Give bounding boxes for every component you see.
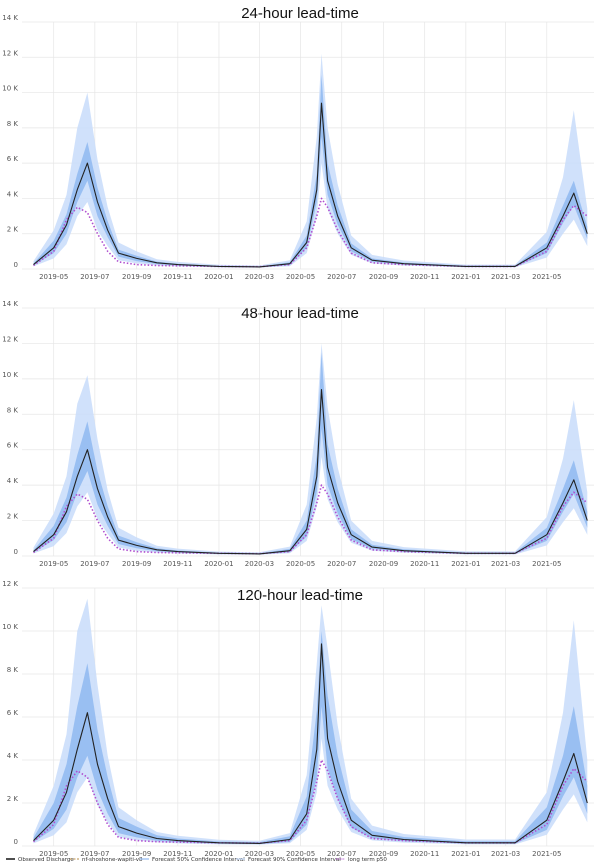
x-tick-label: 2019-05 bbox=[39, 560, 68, 568]
x-tick-label: 2021-05 bbox=[532, 850, 561, 858]
y-tick-label: 2 K bbox=[7, 513, 19, 521]
x-tick-label: 2021-03 bbox=[491, 560, 520, 568]
x-tick-label: 2020-09 bbox=[369, 850, 398, 858]
legend: Observed Discharge nf-shoshone-wapiti-v8 F… bbox=[6, 857, 387, 863]
y-tick-label: 8 K bbox=[7, 120, 19, 128]
x-tick-label: 2021-03 bbox=[491, 273, 520, 281]
observed-series-line bbox=[33, 643, 588, 844]
x-tick-label: 2020-11 bbox=[410, 850, 439, 858]
observed-series-line bbox=[33, 388, 588, 555]
x-tick-label: 2020-05 bbox=[286, 273, 315, 281]
chart-panel-3: 120-hour lead-time 0 2 K 4 K 6 K 8 K 10 K 12 K 2… bbox=[2, 580, 594, 858]
x-tick-label: 2020-01 bbox=[204, 560, 233, 568]
x-tick-label: 2020-03 bbox=[245, 560, 274, 568]
x-tick-label: 2020-11 bbox=[410, 273, 439, 281]
y-tick-label: 0 bbox=[14, 548, 18, 556]
x-tick-label: 2019-05 bbox=[39, 273, 68, 281]
x-tick-label: 2020-03 bbox=[245, 273, 274, 281]
legend-label: Forecast 90% Confidence Interval bbox=[248, 857, 341, 863]
x-tick-label: 2019-09 bbox=[122, 850, 151, 858]
chart-title: 24-hour lead-time bbox=[241, 5, 359, 22]
y-tick-label: 0 bbox=[14, 261, 18, 269]
ci50-band bbox=[33, 631, 588, 845]
x-tick-label: 2019-09 bbox=[122, 560, 151, 568]
y-tick-label: 10 K bbox=[2, 371, 18, 379]
x-tick-label: 2021-01 bbox=[451, 560, 480, 568]
x-tick-label: 2020-07 bbox=[327, 560, 356, 568]
legend-label: long term p50 bbox=[348, 857, 387, 863]
y-tick-label: 4 K bbox=[7, 477, 19, 485]
y-tick-label: 10 K bbox=[2, 85, 18, 93]
x-tick-label: 2020-07 bbox=[327, 273, 356, 281]
x-tick-label: 2021-01 bbox=[451, 850, 480, 858]
chart-title: 48-hour lead-time bbox=[241, 305, 359, 322]
x-tick-label: 2019-07 bbox=[80, 560, 109, 568]
x-tick-label: 2019-07 bbox=[80, 850, 109, 858]
x-tick-label: 2020-05 bbox=[286, 850, 315, 858]
x-tick-label: 2021-01 bbox=[451, 273, 480, 281]
y-tick-label: 6 K bbox=[7, 709, 19, 717]
legend-label: Observed Discharge bbox=[18, 857, 74, 863]
x-tick-label: 2019-11 bbox=[163, 850, 192, 858]
y-tick-label: 12 K bbox=[2, 580, 18, 588]
y-tick-label: 8 K bbox=[7, 406, 19, 414]
x-tick-label: 2019-11 bbox=[163, 273, 192, 281]
x-tick-label: 2020-07 bbox=[327, 850, 356, 858]
x-tick-label: 2021-05 bbox=[532, 273, 561, 281]
y-tick-label: 2 K bbox=[7, 226, 19, 234]
ci50-band bbox=[33, 74, 588, 268]
y-tick-label: 6 K bbox=[7, 155, 19, 163]
x-tick-label: 2019-07 bbox=[80, 273, 109, 281]
x-tick-label: 2021-03 bbox=[491, 850, 520, 858]
y-tick-label: 4 K bbox=[7, 190, 19, 198]
x-tick-label: 2019-09 bbox=[122, 273, 151, 281]
p50-series-line bbox=[33, 484, 588, 555]
legend-label: nf-shoshone-wapiti-v8 bbox=[82, 857, 143, 863]
y-tick-label: 2 K bbox=[7, 795, 19, 803]
x-tick-label: 2020-05 bbox=[286, 560, 315, 568]
x-tick-label: 2020-03 bbox=[245, 850, 274, 858]
y-tick-label: 8 K bbox=[7, 666, 19, 674]
chart-panel-2: 48-hour lead-time 0 2 K 4 K 6 K 8 K 10 K 12 K 14… bbox=[2, 300, 594, 568]
y-tick-label: 14 K bbox=[2, 300, 18, 308]
x-tick-label: 2019-11 bbox=[163, 560, 192, 568]
y-tick-label: 14 K bbox=[2, 14, 18, 22]
x-tick-label: 2020-01 bbox=[204, 850, 233, 858]
y-tick-label: 12 K bbox=[2, 49, 18, 57]
y-tick-label: 6 K bbox=[7, 442, 19, 450]
x-tick-label: 2021-05 bbox=[532, 560, 561, 568]
y-tick-label: 4 K bbox=[7, 752, 19, 760]
legend-label: Forecast 50% Confidence Interval bbox=[152, 857, 245, 863]
chart-title: 120-hour lead-time bbox=[237, 587, 363, 604]
x-tick-label: 2020-01 bbox=[204, 273, 233, 281]
x-tick-label: 2020-11 bbox=[410, 560, 439, 568]
x-tick-label: 2019-05 bbox=[39, 850, 68, 858]
observed-series-line bbox=[33, 102, 588, 268]
y-tick-label: 12 K bbox=[2, 335, 18, 343]
x-tick-label: 2020-09 bbox=[369, 560, 398, 568]
y-tick-label: 0 bbox=[14, 838, 18, 846]
chart-panel-1: 24-hour lead-time 0 2 K 4 K 6 K 8 K 10 K 12 K 14… bbox=[2, 5, 594, 281]
ci90-band bbox=[33, 598, 588, 845]
y-tick-label: 10 K bbox=[2, 623, 18, 631]
ci50-band bbox=[33, 352, 588, 555]
x-tick-label: 2020-09 bbox=[369, 273, 398, 281]
